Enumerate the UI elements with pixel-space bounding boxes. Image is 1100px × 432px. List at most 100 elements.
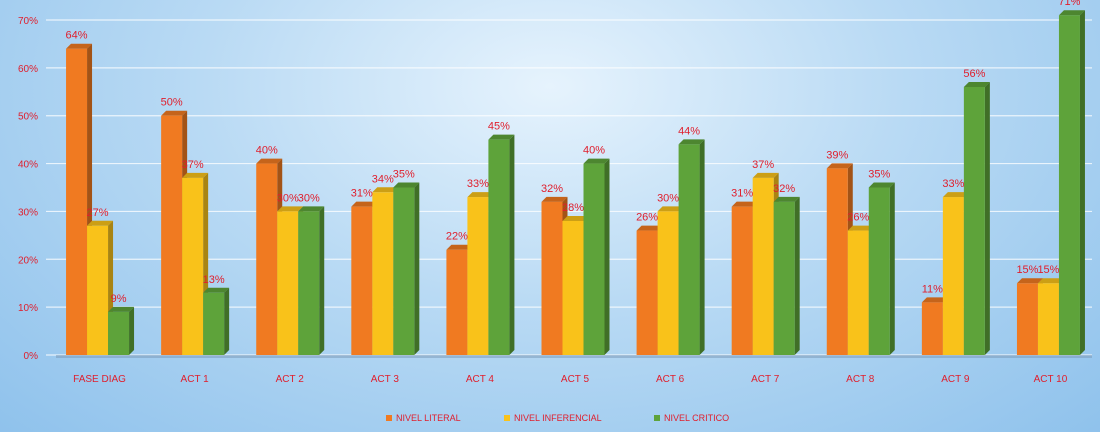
bar-front [467,197,489,355]
data-label: 27% [87,207,109,219]
y-tick-label: 40% [18,160,38,171]
data-label: 50% [161,97,183,109]
x-tick-label: ACT 2 [276,374,305,385]
bar-side [889,182,895,355]
bar-top [161,110,188,116]
bar [773,196,800,355]
legend-item: NIVEL CRITICO [654,413,729,423]
data-label: 31% [731,188,753,200]
bar-top [541,196,568,202]
bar-front [752,177,774,355]
data-label: 35% [868,169,890,181]
bar-side [319,206,325,355]
bar-top [108,306,135,312]
bar-front [921,302,943,355]
bar-side [1079,10,1085,355]
data-label: 30% [657,192,679,204]
bar [108,306,135,355]
bar-top [826,163,853,169]
data-label: 28% [562,202,584,214]
y-tick-label: 10% [18,303,38,314]
bar-front [446,249,468,355]
bar-top [921,297,948,303]
bar-top [847,225,874,231]
bars [66,10,1085,355]
y-tick-label: 70% [18,16,38,27]
legend: NIVEL LITERAL NIVEL INFERENCIAL NIVEL CRIT… [386,413,729,423]
legend-item: NIVEL INFERENCIAL [504,413,602,423]
data-label: 34% [372,173,394,185]
bar-front [657,211,679,355]
bar-front [541,201,563,355]
legend-item: NIVEL LITERAL [386,413,461,423]
data-label: 37% [752,159,774,171]
bar-front [256,163,278,355]
bar-top [277,206,304,212]
bar-front [868,187,890,355]
bar [298,206,325,355]
data-label: 9% [111,293,127,305]
bar [393,182,420,355]
data-label: 35% [393,169,415,181]
bar-front [1016,283,1038,355]
bar-side [224,287,230,355]
x-tick-label: ACT 1 [181,374,210,385]
bar-top [773,196,800,202]
bar-top [66,43,93,49]
legend-swatch [504,415,510,421]
bar-front [678,144,700,355]
bar-side [699,139,705,355]
bar-top [583,158,610,164]
bar-front [372,192,394,355]
bar-top [372,187,399,193]
x-tick-label: ACT 6 [656,374,685,385]
data-label: 56% [963,68,985,80]
data-label: 44% [678,125,700,137]
data-label: 71% [1058,0,1080,8]
data-label: 30% [298,192,320,204]
x-tick-label: ACT 8 [846,374,875,385]
bar-top [678,139,705,145]
x-tick-label: ACT 7 [751,374,780,385]
bar [678,139,705,355]
bar-front [731,206,753,355]
x-tick-label: ACT 9 [941,374,970,385]
data-label: 30% [277,192,299,204]
data-label: 37% [182,159,204,171]
bar-top [752,172,779,178]
bar-front [488,139,510,355]
bar-side [604,158,610,355]
bar-front [963,87,985,355]
bar-top [256,158,283,164]
bar-top [351,201,378,207]
y-tick-label: 20% [18,255,38,266]
data-label: 32% [541,183,563,195]
data-label: 33% [942,178,964,190]
bar-front [66,48,88,355]
data-label: 64% [66,30,88,42]
bar-top [1058,10,1085,16]
bar-top [182,172,209,178]
bar-side [129,306,135,355]
bar-front [1058,15,1080,355]
bar-top [1037,278,1064,284]
bar [583,158,610,355]
y-tick-label: 0% [24,351,39,362]
data-label: 11% [922,283,943,295]
data-label: 39% [826,149,848,161]
bar-top [562,216,589,221]
x-tick-label: ACT 4 [466,374,495,385]
bar-top [446,244,473,250]
bar-top [636,225,663,231]
bar-front [87,225,109,355]
data-label: 32% [773,183,795,195]
data-label: 15% [1037,264,1059,276]
legend-label: NIVEL CRITICO [664,413,729,423]
bar-front [108,311,130,355]
bar-front [298,211,320,355]
bar [963,82,990,355]
data-label: 31% [351,188,373,200]
data-label: 26% [636,212,658,224]
